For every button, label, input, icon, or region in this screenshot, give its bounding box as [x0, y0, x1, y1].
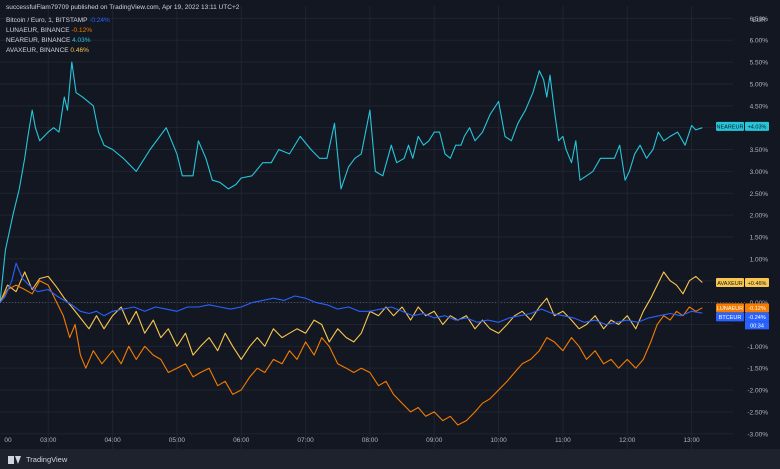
price-label-name: NEAREUR — [717, 125, 744, 131]
published-header: successfulFlam79709 published on Trading… — [6, 4, 240, 11]
bar-countdown: 00:34 — [750, 323, 764, 329]
x-tick-label: 11:00 — [555, 437, 571, 444]
legend-name: NEAREUR, BINANCE — [6, 37, 71, 44]
legend: Bitcoin / Euro, 1, BITSTAMP -0.24% LUNAE… — [6, 16, 110, 56]
price-label-value: +4.03% — [748, 125, 767, 131]
y-tick-label: 3.00% — [750, 169, 769, 176]
price-label-avaxeur: AVAXEUR +0.46% — [716, 277, 769, 287]
price-label-name-box — [716, 312, 744, 322]
y-tick-label: 4.50% — [750, 103, 769, 110]
y-tick-label: 1.00% — [750, 256, 769, 263]
x-axis[interactable]: 00 03:00 04:00 05:00 06:00 07:00 08:00 09:00 10:… — [4, 437, 700, 444]
price-label-name: AVAXEUR — [717, 281, 742, 287]
y-tick-label: -2.00% — [747, 388, 768, 395]
chart-canvas[interactable]: 6.50%6.00%5.50%5.00%4.50%4.00%3.50%3.00%… — [0, 0, 780, 456]
price-label-btceur: BTCEUR -0.24% 00:34 — [716, 312, 769, 330]
legend-name: AVAXEUR, BINANCE — [6, 47, 69, 54]
x-tick-label: 07:00 — [297, 437, 314, 444]
y-tick-label: -1.50% — [747, 366, 768, 373]
price-label-name-box — [716, 277, 744, 287]
currency-label: EUR — [752, 17, 766, 24]
price-label-name: LUNAEUR — [717, 306, 743, 312]
x-tick-label: 10:00 — [490, 437, 507, 444]
y-tick-label: 6.50% — [750, 16, 769, 23]
price-label-value-box — [745, 277, 769, 287]
x-tick-label: 08:00 — [362, 437, 379, 444]
price-label-value: -0.12% — [748, 306, 766, 312]
x-tick-label: 09:00 — [426, 437, 443, 444]
price-label-name: BTCEUR — [719, 315, 742, 321]
grid — [0, 6, 745, 456]
price-label-value: +0.46% — [748, 281, 767, 287]
countdown-box — [745, 321, 769, 330]
chart-background — [0, 0, 780, 449]
price-labels: NEAREUR +4.03%AVAXEUR +0.46%LUNAEUR -0.12%B… — [716, 121, 769, 330]
footer-bar: TradingView — [0, 449, 780, 469]
price-label-value-box — [745, 121, 769, 131]
price-label-name-box — [716, 303, 744, 313]
series-nearear-line[interactable] — [0, 61, 703, 303]
legend-row[interactable]: AVAXEUR, BINANCE 0.46% — [6, 46, 110, 56]
price-label-value-box — [745, 312, 769, 322]
y-tick-label: -1.00% — [747, 344, 768, 351]
y-tick-label: 2.50% — [750, 191, 769, 198]
x-tick-label: 05:00 — [169, 437, 186, 444]
y-tick-label: 1.50% — [750, 235, 769, 242]
brand-label: TradingView — [26, 455, 68, 464]
series-layer[interactable] — [0, 61, 703, 426]
y-tick-label: 5.50% — [750, 60, 769, 67]
y-tick-label: 3.50% — [750, 147, 769, 154]
y-tick-label: -2.50% — [747, 409, 768, 416]
legend-value: -0.24% — [89, 17, 110, 24]
series-avaxeur-line[interactable] — [0, 271, 703, 360]
tradingview-logo-icon — [8, 455, 22, 464]
legend-name: LUNAEUR, BINANCE — [6, 27, 70, 34]
price-label-neareur: NEAREUR +4.03% — [716, 121, 769, 131]
tradingview-logo[interactable]: TradingView — [8, 455, 67, 464]
price-label-name-box — [716, 121, 744, 131]
y-tick-label: -3.00% — [747, 431, 768, 438]
legend-value: 0.46% — [70, 47, 89, 54]
x-tick-label: 13:00 — [683, 437, 700, 444]
legend-row[interactable]: Bitcoin / Euro, 1, BITSTAMP -0.24% — [6, 16, 110, 26]
x-tick-label: 04:00 — [104, 437, 121, 444]
y-tick-label: 6.00% — [750, 38, 769, 45]
series-btceur-line[interactable] — [0, 262, 703, 326]
legend-row[interactable]: LUNAEUR, BINANCE -0.12% — [6, 26, 110, 36]
y-tick-label: 2.00% — [750, 213, 769, 220]
price-label-value: -0.24% — [748, 315, 766, 321]
y-tick-label: 5.00% — [750, 81, 769, 88]
legend-row[interactable]: NEAREUR, BINANCE 4.03% — [6, 36, 110, 46]
legend-name: Bitcoin / Euro, 1, BITSTAMP — [6, 17, 88, 24]
price-label-lunaeur: LUNAEUR -0.12% — [716, 303, 769, 313]
x-tick-label: 00 — [4, 437, 12, 444]
series-lunaeur-line[interactable] — [0, 280, 703, 426]
x-tick-label: 12:00 — [619, 437, 636, 444]
price-label-value-box — [745, 303, 769, 313]
legend-value: 4.03% — [72, 37, 91, 44]
x-tick-label: 03:00 — [40, 437, 57, 444]
x-tick-label: 06:00 — [233, 437, 250, 444]
legend-value: -0.12% — [71, 27, 92, 34]
